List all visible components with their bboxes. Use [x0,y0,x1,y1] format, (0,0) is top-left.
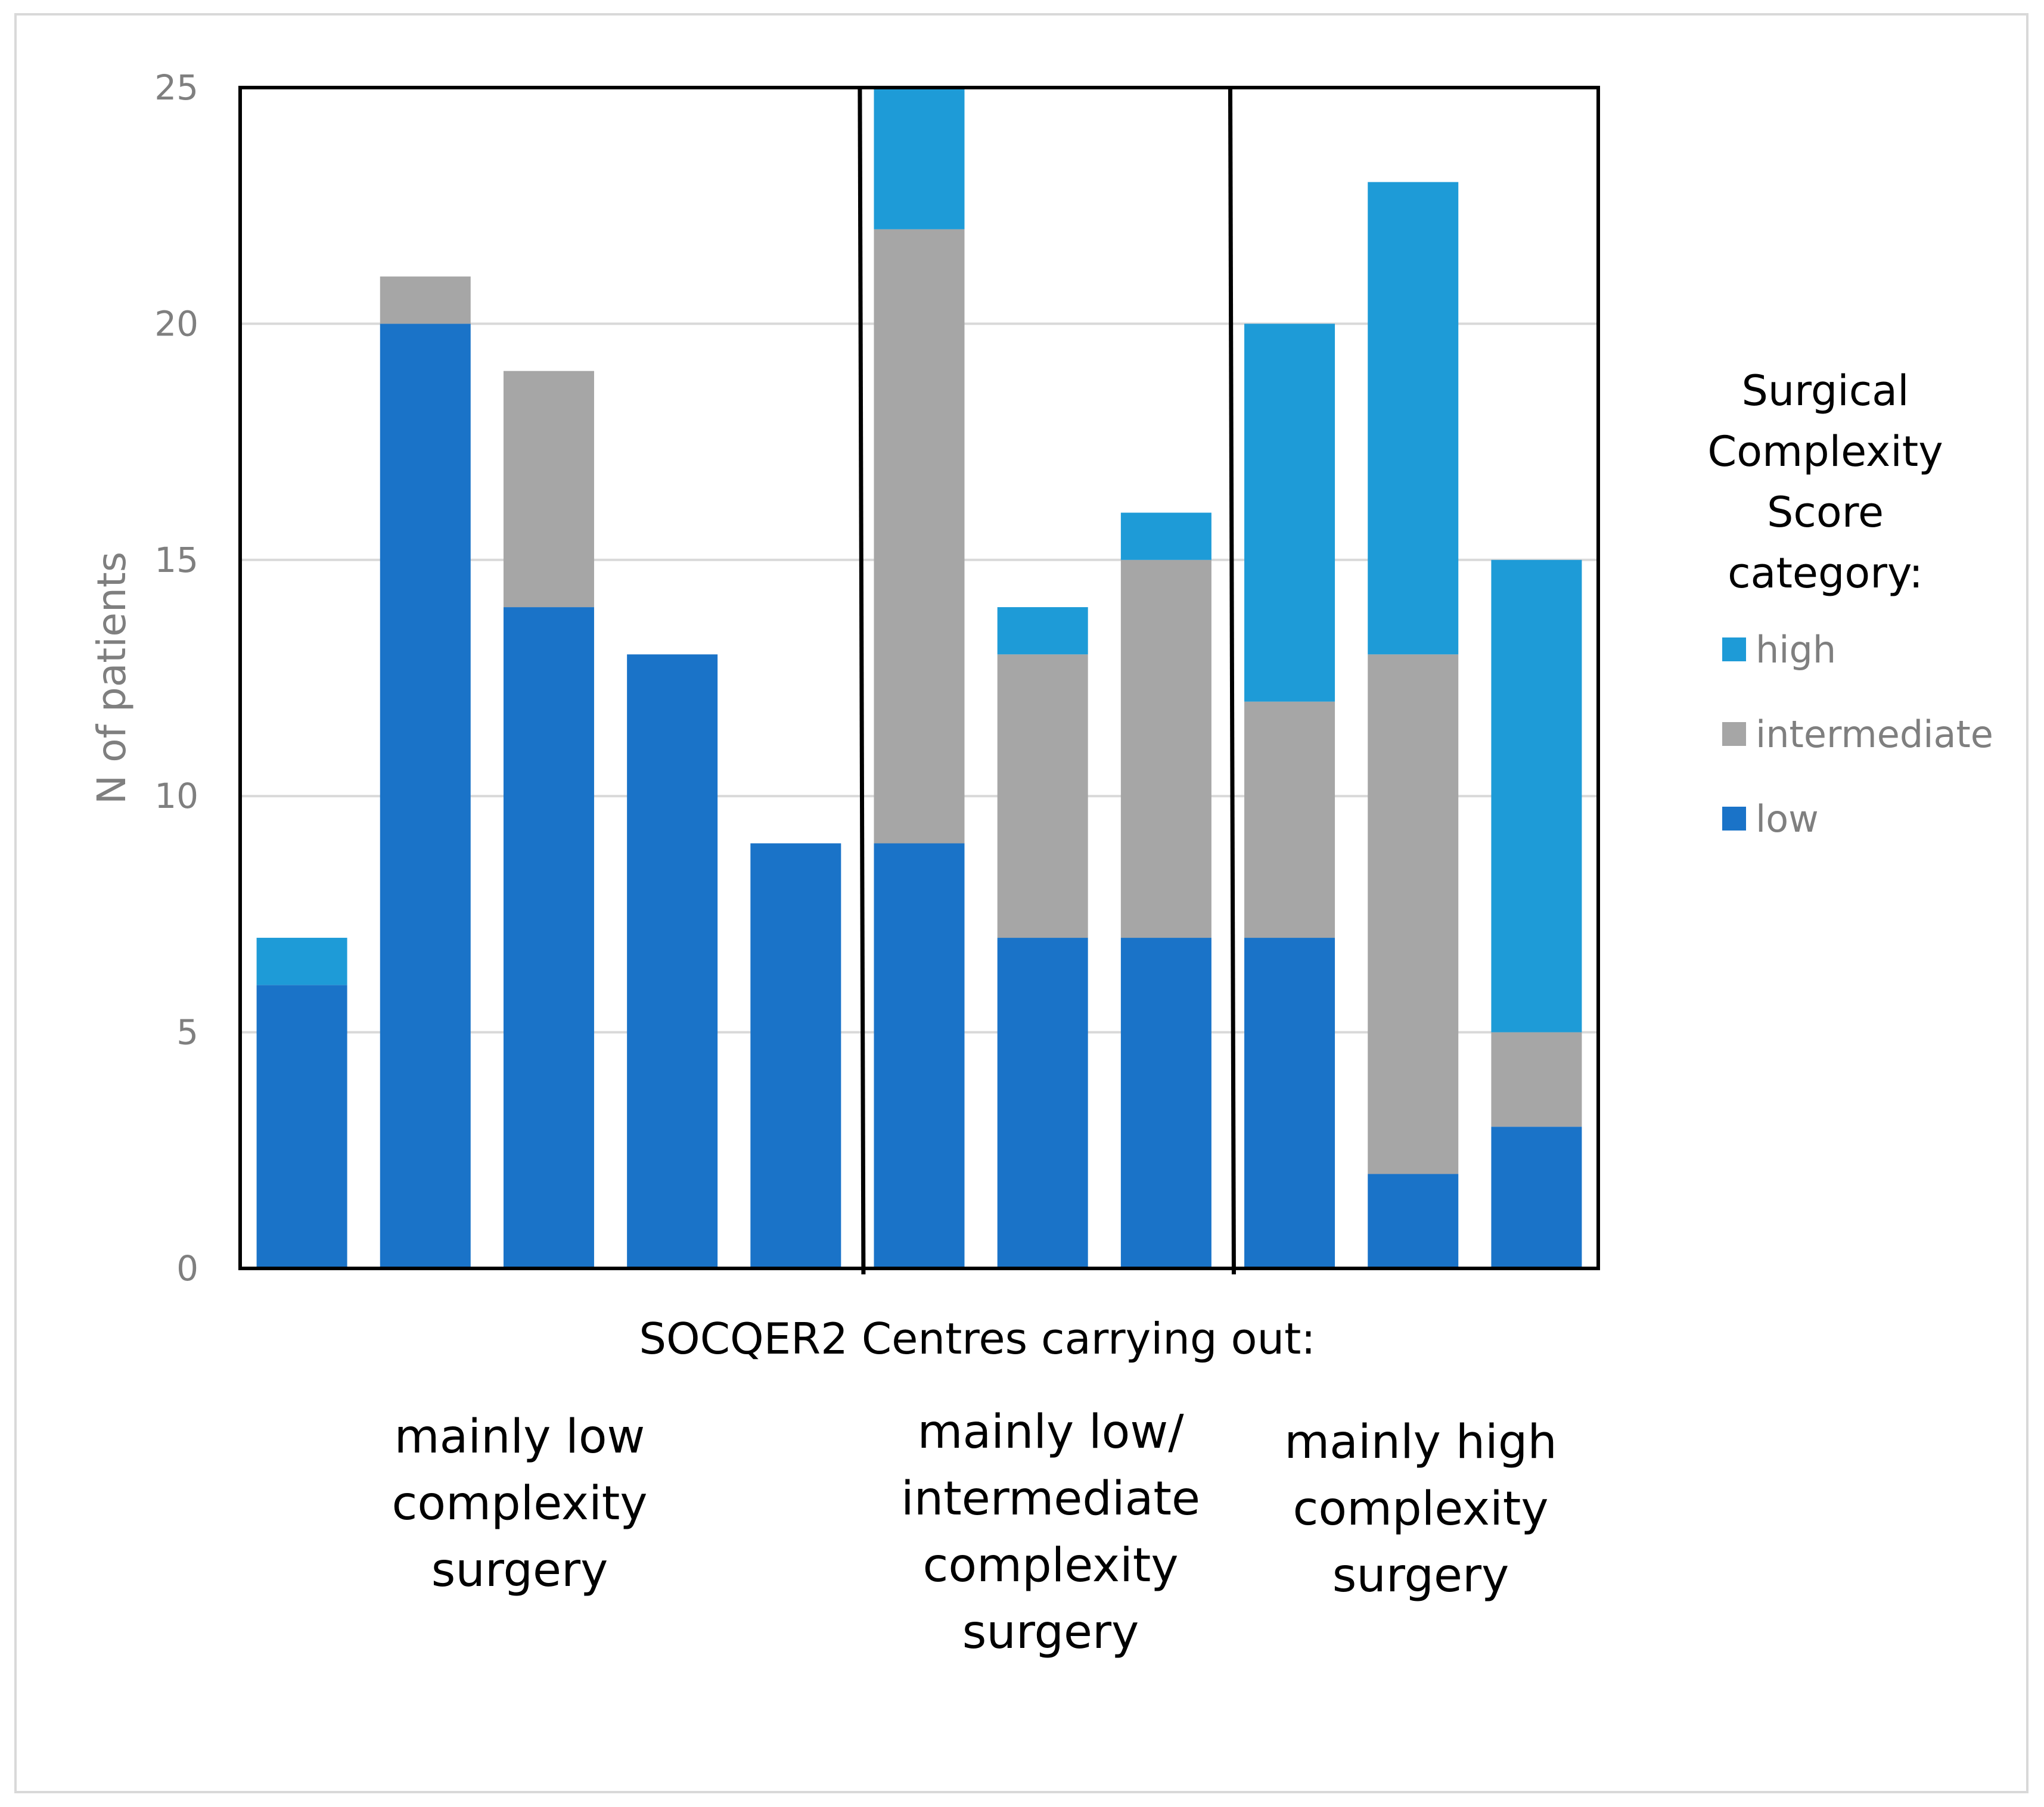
bar-segment-high [1491,559,1582,1032]
bar-segment-high [874,88,965,229]
legend-title-line: Surgical [1741,366,1909,415]
bar-segment-low [380,324,471,1268]
bar-segment-intermediate [1491,1032,1582,1127]
bar-segment-low [1491,1127,1582,1268]
axes [238,86,1600,1275]
bar-segment-intermediate [874,229,965,844]
group-label-line: surgery [1332,1549,1509,1603]
y-axis-title: N of patients [89,552,135,804]
bar-segment-low [1368,1174,1459,1268]
group-label-line: surgery [431,1544,608,1597]
legend-title-line: Score [1767,488,1884,537]
y-tick-label: 25 [154,67,198,108]
bar-segment-low [256,985,347,1268]
bars [256,88,1582,1268]
bar-segment-low [997,938,1088,1268]
bar-segment-high [1120,512,1212,560]
bar-segment-intermediate [1244,701,1335,938]
y-tick-label: 0 [176,1248,198,1289]
x-axis-title: SOCQER2 Centres carrying out: [639,1314,1315,1364]
legend-label-high: high [1756,628,1836,671]
bar-segment-low [503,607,594,1268]
bar-segment-intermediate [503,371,594,608]
bar-segment-low [627,654,718,1268]
bar-segment-intermediate [1368,654,1459,1174]
group-divider [1228,87,1236,1275]
group-label-line: complexity [392,1477,648,1531]
y-tick-label: 15 [154,540,198,580]
group-label-line: mainly high [1284,1416,1557,1469]
legend-swatch-intermediate [1722,722,1746,746]
group-label-line: mainly low [394,1410,645,1464]
bar-segment-low [750,843,841,1268]
group-label-line: complexity [923,1539,1179,1593]
legend-label-intermediate: intermediate [1756,713,1993,756]
group-label-line: surgery [962,1606,1139,1659]
plot-border [238,86,1600,1270]
legend-swatch-high [1722,637,1746,661]
group-label-line: mainly low/ [918,1405,1185,1459]
bar-segment-low [1120,938,1212,1268]
bar-segment-high [256,938,347,985]
legend-label-low: low [1756,797,1819,841]
bar-segment-low [1244,938,1335,1268]
bar-segment-intermediate [997,654,1088,938]
y-tick-label: 20 [154,303,198,344]
bar-segment-intermediate [1120,559,1212,938]
labels: 0 5 10 15 20 25 N of patients SOCQER2 Centres c… [89,67,1557,1659]
legend-title-line: category: [1728,549,1923,598]
group-divider [858,87,866,1275]
bar-segment-high [1368,182,1459,655]
group-label-line: intermediate [901,1472,1200,1526]
y-tick-label: 5 [176,1012,198,1053]
legend-title-line: Complexity [1707,427,1943,476]
bar-segment-high [997,607,1088,655]
legend-swatch-low [1722,807,1746,831]
bar-segment-high [1244,324,1335,702]
legend: Surgical Complexity Score category: high inte… [1707,366,1993,841]
bar-segment-intermediate [380,276,471,324]
y-tick-label: 10 [154,776,198,816]
bar-segment-low [874,843,965,1268]
group-label-line: complexity [1293,1482,1549,1536]
